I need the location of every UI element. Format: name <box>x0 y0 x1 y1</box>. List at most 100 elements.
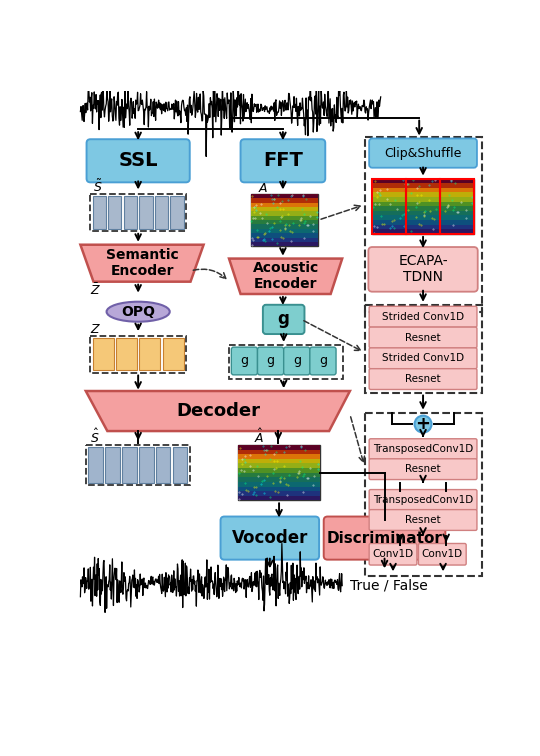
Bar <box>163 338 184 370</box>
Bar <box>364 413 482 576</box>
Text: $A$: $A$ <box>258 181 268 194</box>
FancyBboxPatch shape <box>263 305 305 334</box>
Text: TransposedConv1D: TransposedConv1D <box>373 445 473 454</box>
Bar <box>93 197 106 228</box>
Bar <box>440 178 474 234</box>
Bar <box>229 345 343 379</box>
Bar <box>238 496 320 500</box>
Bar <box>372 229 474 234</box>
Bar <box>238 459 320 463</box>
Bar <box>90 336 186 373</box>
Bar <box>238 454 320 459</box>
Bar <box>139 338 160 370</box>
Text: Resnet: Resnet <box>405 515 441 525</box>
Bar <box>238 463 320 468</box>
Bar <box>372 215 474 220</box>
Bar <box>238 468 320 472</box>
FancyBboxPatch shape <box>369 438 477 460</box>
Text: Semantic
Encoder: Semantic Encoder <box>106 248 178 278</box>
Bar <box>238 477 320 482</box>
Bar <box>238 450 320 454</box>
Text: +: + <box>416 415 430 433</box>
Bar <box>364 137 482 312</box>
Polygon shape <box>229 259 342 294</box>
Text: Decoder: Decoder <box>176 402 260 420</box>
Circle shape <box>415 416 431 432</box>
Text: True / False: True / False <box>350 578 428 593</box>
Bar <box>372 178 474 183</box>
Bar <box>251 220 319 225</box>
Text: g: g <box>293 355 301 367</box>
Bar <box>108 197 122 228</box>
Text: Resnet: Resnet <box>405 374 441 384</box>
Text: Vocoder: Vocoder <box>232 529 308 547</box>
Text: Discriminator: Discriminator <box>327 531 442 546</box>
Text: $\bar{Z}$: $\bar{Z}$ <box>90 282 102 298</box>
FancyBboxPatch shape <box>369 459 477 479</box>
FancyBboxPatch shape <box>369 490 477 510</box>
Text: $Z$: $Z$ <box>90 324 102 336</box>
Bar <box>251 215 319 220</box>
Text: Strided Conv1D: Strided Conv1D <box>382 353 464 364</box>
Bar <box>93 338 114 370</box>
FancyBboxPatch shape <box>231 347 258 375</box>
Text: g: g <box>319 355 327 367</box>
Bar <box>88 448 103 482</box>
Ellipse shape <box>106 302 170 322</box>
Text: Strided Conv1D: Strided Conv1D <box>382 311 464 322</box>
FancyBboxPatch shape <box>369 348 477 369</box>
Text: g: g <box>240 355 248 367</box>
Bar <box>251 242 319 246</box>
Text: FFT: FFT <box>263 151 303 170</box>
Text: ECAPA-
TDNN: ECAPA- TDNN <box>398 254 448 284</box>
Bar <box>238 491 320 496</box>
Text: Resnet: Resnet <box>405 464 441 474</box>
FancyBboxPatch shape <box>369 510 477 531</box>
FancyBboxPatch shape <box>220 516 319 559</box>
Polygon shape <box>86 391 350 431</box>
Bar <box>372 183 474 187</box>
Text: Conv1D: Conv1D <box>373 550 414 559</box>
Bar <box>156 448 171 482</box>
Text: OPQ: OPQ <box>121 305 155 319</box>
Text: TransposedConv1D: TransposedConv1D <box>373 495 473 505</box>
Bar <box>406 178 440 234</box>
Text: g: g <box>278 311 289 328</box>
Bar <box>251 237 319 242</box>
FancyBboxPatch shape <box>369 138 477 168</box>
Text: Resnet: Resnet <box>405 333 441 342</box>
Bar <box>124 197 137 228</box>
FancyBboxPatch shape <box>369 306 477 327</box>
Bar <box>105 448 120 482</box>
FancyBboxPatch shape <box>323 516 446 559</box>
Bar <box>251 207 319 212</box>
Bar <box>251 198 319 203</box>
Bar <box>364 305 482 392</box>
Bar <box>251 194 319 198</box>
Bar <box>251 203 319 207</box>
Bar <box>139 197 152 228</box>
Bar <box>170 197 184 228</box>
Bar <box>251 212 319 215</box>
Bar <box>155 197 168 228</box>
Bar <box>122 448 137 482</box>
Polygon shape <box>80 245 204 282</box>
FancyBboxPatch shape <box>369 327 477 348</box>
Bar <box>372 202 474 206</box>
Bar <box>173 448 187 482</box>
Bar <box>372 192 474 197</box>
Bar <box>251 194 319 246</box>
Text: SSL: SSL <box>118 151 158 170</box>
Bar <box>238 445 320 450</box>
Bar <box>238 482 320 487</box>
Bar <box>238 472 320 477</box>
Bar <box>238 445 320 500</box>
Bar <box>372 206 474 211</box>
FancyBboxPatch shape <box>258 347 284 375</box>
Text: Conv1D: Conv1D <box>422 550 463 559</box>
Bar <box>251 229 319 233</box>
FancyBboxPatch shape <box>418 544 466 565</box>
FancyBboxPatch shape <box>240 139 325 182</box>
Bar <box>251 233 319 237</box>
Text: $\hat{A}$: $\hat{A}$ <box>254 428 264 445</box>
